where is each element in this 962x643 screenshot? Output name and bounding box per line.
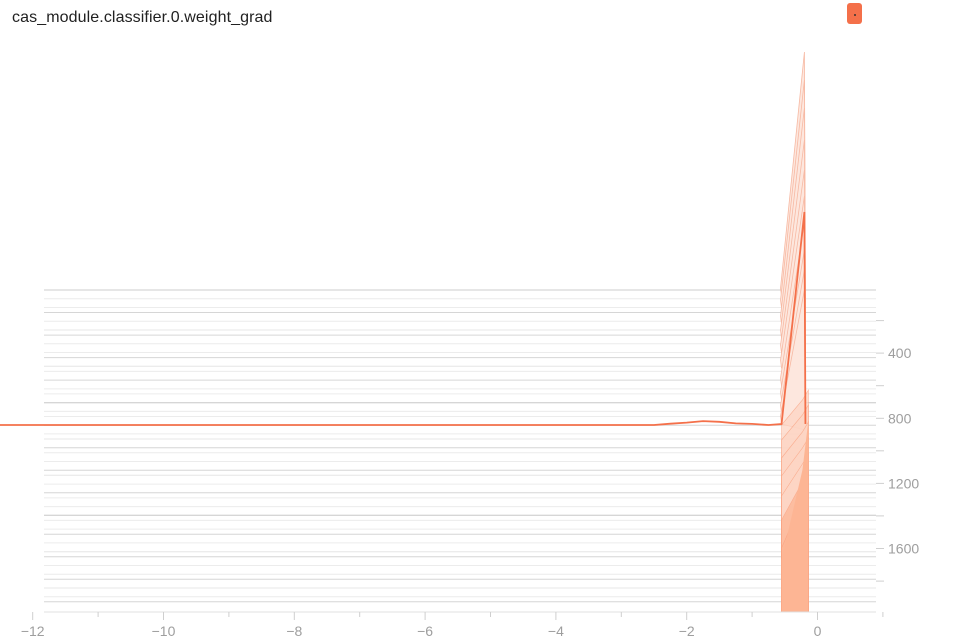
y-tick-label: 1600: [888, 541, 919, 557]
y-tick-label: 800: [888, 410, 912, 426]
dense-spike-fill: [781, 420, 809, 612]
histogram-ridges: [0, 51, 809, 613]
x-tick-label: −2: [679, 623, 695, 639]
x-tick-label: −10: [152, 623, 176, 639]
x-tick-label: −12: [21, 623, 45, 639]
x-tick-label: 0: [814, 623, 822, 639]
x-axis: −12 −10 −8 −6 −4 −2 0: [21, 611, 884, 639]
x-tick-label: −4: [548, 623, 564, 639]
y-axis: 400 800 1200 1600: [876, 320, 919, 582]
step-baselines: [44, 289, 876, 603]
chart-title: cas_module.classifier.0.weight_grad: [12, 9, 273, 26]
y-tick-label: 1200: [888, 475, 919, 491]
toggle-dot-icon: [853, 13, 856, 16]
x-tick-label: −6: [417, 623, 433, 639]
y-tick-label: 400: [888, 345, 912, 361]
legend-toggle-button[interactable]: [847, 3, 862, 24]
x-tick-label: −8: [286, 623, 302, 639]
histogram-series-line: [0, 211, 807, 426]
